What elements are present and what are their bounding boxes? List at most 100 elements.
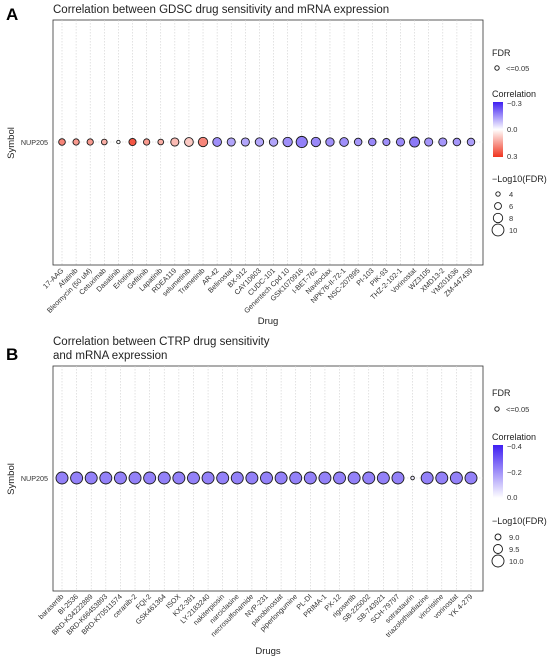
panel-b-point-gsk461364 bbox=[157, 471, 171, 485]
panel-a-point-ym201636 bbox=[452, 137, 462, 147]
panel-b: B Correlation between CTRP drug sensitiv… bbox=[6, 336, 547, 657]
panel-b-point-sb-225002 bbox=[362, 471, 376, 485]
panel-a-point-gefitinib bbox=[143, 138, 151, 146]
panel-b-point-vincristine bbox=[435, 471, 449, 485]
panel-b-point-triazolothiadiazine bbox=[420, 471, 434, 485]
panel-b-point-isox bbox=[172, 471, 186, 485]
panel-a-size-symbol-1 bbox=[494, 202, 502, 210]
panel-a-point-ar-42 bbox=[212, 137, 222, 147]
panel-a-size-label-0: 4 bbox=[509, 190, 513, 199]
panel-a-legend-fdr-label: <=0.05 bbox=[506, 64, 529, 73]
panel-b-point-pl-di bbox=[303, 471, 317, 485]
panel-a-point-zm-447439 bbox=[466, 137, 476, 147]
panel-b-point-ceranib-2 bbox=[128, 471, 142, 485]
panel-b-point-barasertib bbox=[55, 471, 69, 485]
panel-b-point-yk-4-279 bbox=[464, 471, 478, 485]
panel-a-size-legend: 4 6 8 10 bbox=[491, 190, 517, 237]
panel-a-size-symbol-3 bbox=[491, 223, 505, 237]
panel-a-point-npk76-ii-72-1 bbox=[339, 137, 349, 147]
panel-b-point-ly-2183240 bbox=[201, 471, 215, 485]
panel-a-x-axis-title: Drug bbox=[258, 316, 279, 327]
panel-b-legend-fdr-symbol bbox=[494, 406, 500, 412]
panel-a-colorbar-tick-bottom: 0.3 bbox=[507, 152, 517, 161]
panel-a-point-erlotinib bbox=[128, 137, 137, 147]
panel-b-point-narciclasine bbox=[230, 471, 244, 485]
panel-a-legend-fdr-title: FDR bbox=[492, 48, 511, 58]
panel-b-point-sb-743921 bbox=[376, 471, 390, 485]
panel-b-point-px-12 bbox=[333, 471, 346, 485]
panel-b-y-tick-nup205: NUP205 bbox=[21, 474, 48, 483]
panel-b-point-bi-2536 bbox=[70, 471, 84, 485]
panel-b-point-rigosertib bbox=[347, 471, 361, 485]
panel-b-x-axis-title: Drugs bbox=[255, 646, 281, 657]
panel-b-size-label-1: 9.5 bbox=[509, 545, 519, 554]
panel-b-colorbar-tick-bottom: 0.0 bbox=[507, 493, 517, 502]
panel-a-size-symbol-2 bbox=[492, 212, 504, 224]
panel-a-point-gsk1070916 bbox=[295, 135, 308, 149]
panel-a-point-xmd13-2 bbox=[438, 137, 448, 147]
panel-a-point-rdea119 bbox=[170, 137, 180, 147]
panel-a-size-label-3: 10 bbox=[509, 226, 517, 235]
panel-b-point-piperlongumine bbox=[289, 471, 303, 485]
panel-a-point-cetuximab bbox=[101, 138, 108, 146]
panel-a-point-selumetinib bbox=[184, 137, 194, 147]
panel-b-point-kx2-391 bbox=[187, 471, 200, 485]
panel-b-point-sch-79797 bbox=[391, 471, 405, 485]
panel-b-colorbar-tick-top: −0.4 bbox=[507, 442, 522, 451]
panel-b-point-panobinostat bbox=[274, 471, 288, 485]
panel-a-colorbar-tick-top: −0.3 bbox=[507, 99, 522, 108]
panel-b-point-nakiterpiosin bbox=[216, 471, 230, 485]
panel-a-point-cay10603 bbox=[254, 137, 265, 147]
panel-a-point-genentech-cpd-10 bbox=[282, 136, 293, 148]
panel-a-point-bx-912 bbox=[240, 137, 250, 147]
panel-a-point-wz3105 bbox=[424, 137, 434, 147]
panel-a-point-navitoclax bbox=[325, 137, 335, 147]
panel-b-point-brd-k66453893 bbox=[99, 471, 113, 485]
panel-b-size-label-0: 9.0 bbox=[509, 533, 519, 542]
panel-b-legend: FDR <=0.05 Correlation −0.4 −0.2 0.0 −Lo… bbox=[491, 388, 547, 568]
panel-b-point-brd-k34222889 bbox=[84, 471, 98, 485]
panel-a-point-pik-93 bbox=[382, 137, 391, 147]
panel-b-size-label-2: 10.0 bbox=[509, 557, 524, 566]
panel-b-title-line-2: and mRNA expression bbox=[53, 350, 167, 362]
panel-b-title-line-1: Correlation between CTRP drug sensitivit… bbox=[53, 336, 270, 348]
panel-b-point-necrosulfonamide bbox=[245, 471, 259, 485]
panel-b-size-legend: 9.0 9.5 10.0 bbox=[491, 533, 524, 568]
panel-a-point-nsc-207895 bbox=[353, 137, 363, 147]
panel-b-point-nvp-231 bbox=[260, 471, 273, 485]
panel-b-points bbox=[55, 471, 478, 485]
panel-b-point-fqi-2 bbox=[143, 471, 157, 485]
panel-b-point-brd-k70511574 bbox=[113, 471, 127, 485]
panel-b-point-vorinostat bbox=[449, 471, 463, 485]
panel-a-point-thz-2-102-1 bbox=[395, 137, 406, 147]
panel-a-colorbar-tick-mid: 0.0 bbox=[507, 125, 517, 134]
panel-a-points bbox=[58, 135, 476, 149]
panel-b-legend-fdr-label: <=0.05 bbox=[506, 405, 529, 414]
panel-a-point-afatinib bbox=[72, 138, 80, 146]
panel-a-colorbar bbox=[493, 102, 503, 157]
panel-a: A Correlation between GDSC drug sensitiv… bbox=[6, 4, 547, 327]
panel-a-y-axis-title: Symbol bbox=[6, 127, 17, 159]
panel-a-point-i-bet-762 bbox=[310, 136, 322, 148]
panel-a-legend-size-title: −Log10(FDR) bbox=[492, 174, 547, 184]
panel-a-point-belinostat bbox=[226, 137, 236, 147]
panel-b-size-symbol-0 bbox=[494, 533, 502, 541]
panel-b-legend-size-title: −Log10(FDR) bbox=[492, 516, 547, 526]
panel-a-legend: FDR <=0.05 Correlation −0.3 0.0 0.3 −Log… bbox=[491, 48, 547, 237]
panel-b-legend-fdr-title: FDR bbox=[492, 388, 511, 398]
panel-a-point-lapatinib bbox=[157, 138, 165, 146]
panel-b-point-prima-1 bbox=[318, 471, 332, 485]
panel-b-colorbar-tick-mid: −0.2 bbox=[507, 468, 522, 477]
panel-a-point-bleomycin-50-um bbox=[86, 138, 94, 146]
panel-a-point-dasatinib bbox=[116, 139, 121, 145]
panel-a-legend-fdr-symbol bbox=[494, 65, 500, 71]
panel-a-point-pi-103 bbox=[368, 137, 377, 147]
panel-b-size-symbol-1 bbox=[493, 544, 503, 554]
panel-b-size-symbol-2 bbox=[491, 554, 505, 568]
panel-a-size-label-2: 8 bbox=[509, 214, 513, 223]
panel-a-point-trametinib bbox=[197, 136, 209, 148]
panel-b-letter: B bbox=[6, 345, 18, 364]
panel-b-y-axis-title: Symbol bbox=[6, 463, 17, 495]
